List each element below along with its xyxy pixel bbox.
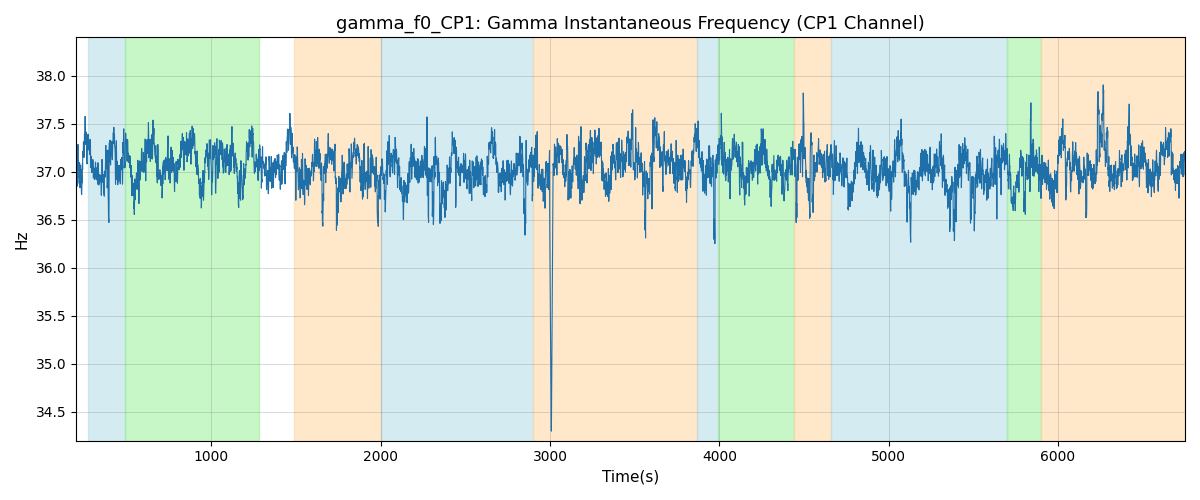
Bar (294, 38, 380, 440)
Bar (1042, 38, 1186, 440)
Bar (718, 38, 794, 440)
Title: gamma_f0_CP1: Gamma Instantaneous Frequency (CP1 Channel): gamma_f0_CP1: Gamma Instantaneous Freque… (336, 15, 925, 34)
Bar (125, 38, 259, 440)
Bar (1007, 38, 1042, 440)
Bar (380, 38, 533, 440)
Bar (794, 38, 832, 440)
Bar (697, 38, 718, 440)
X-axis label: Time(s): Time(s) (602, 470, 659, 485)
Bar (832, 38, 1007, 440)
Bar (88, 38, 125, 440)
Y-axis label: Hz: Hz (14, 230, 30, 249)
Bar (533, 38, 697, 440)
